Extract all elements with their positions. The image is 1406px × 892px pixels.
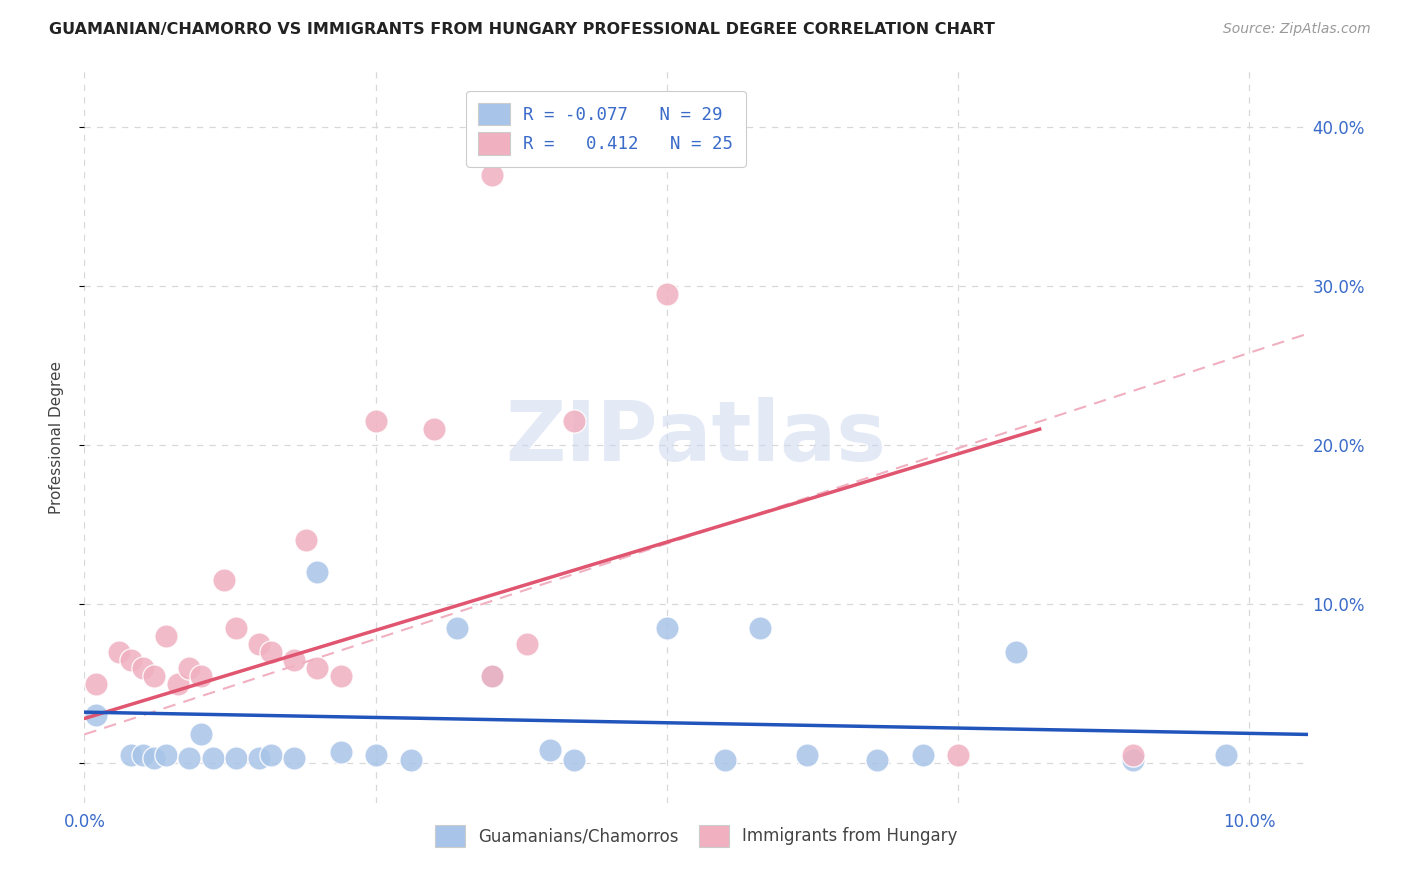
Point bbox=[946, 748, 969, 763]
Point bbox=[364, 414, 387, 428]
Point bbox=[260, 645, 283, 659]
Point bbox=[84, 676, 107, 690]
Point bbox=[283, 653, 305, 667]
Point bbox=[399, 753, 422, 767]
Point bbox=[190, 727, 212, 741]
Point bbox=[166, 676, 188, 690]
Point bbox=[225, 751, 247, 765]
Point bbox=[120, 748, 142, 763]
Text: Source: ZipAtlas.com: Source: ZipAtlas.com bbox=[1223, 22, 1371, 37]
Point bbox=[283, 751, 305, 765]
Point bbox=[562, 414, 585, 428]
Point bbox=[1005, 645, 1028, 659]
Point bbox=[912, 748, 935, 763]
Point bbox=[131, 660, 153, 674]
Point bbox=[329, 745, 352, 759]
Point bbox=[714, 753, 737, 767]
Point bbox=[131, 748, 153, 763]
Text: ZIPatlas: ZIPatlas bbox=[506, 397, 886, 477]
Point bbox=[749, 621, 772, 635]
Point bbox=[329, 668, 352, 682]
Point bbox=[247, 751, 270, 765]
Point bbox=[481, 668, 503, 682]
Point bbox=[655, 621, 678, 635]
Point bbox=[423, 422, 446, 436]
Point bbox=[108, 645, 131, 659]
Point bbox=[179, 751, 201, 765]
Point bbox=[155, 629, 177, 643]
Point bbox=[143, 751, 166, 765]
Point bbox=[120, 653, 142, 667]
Point bbox=[516, 637, 538, 651]
Point bbox=[1122, 753, 1144, 767]
Point bbox=[1122, 748, 1144, 763]
Point bbox=[225, 621, 247, 635]
Point bbox=[190, 668, 212, 682]
Point bbox=[865, 753, 887, 767]
Legend: Guamanians/Chamorros, Immigrants from Hungary: Guamanians/Chamorros, Immigrants from Hu… bbox=[425, 815, 967, 856]
Point bbox=[201, 751, 224, 765]
Point bbox=[84, 708, 107, 723]
Point bbox=[655, 287, 678, 301]
Text: GUAMANIAN/CHAMORRO VS IMMIGRANTS FROM HUNGARY PROFESSIONAL DEGREE CORRELATION CH: GUAMANIAN/CHAMORRO VS IMMIGRANTS FROM HU… bbox=[49, 22, 995, 37]
Point bbox=[562, 753, 585, 767]
Point bbox=[294, 533, 316, 548]
Point bbox=[538, 743, 561, 757]
Y-axis label: Professional Degree: Professional Degree bbox=[49, 360, 63, 514]
Point bbox=[247, 637, 270, 651]
Point bbox=[481, 168, 503, 182]
Point bbox=[307, 566, 329, 580]
Point bbox=[364, 748, 387, 763]
Point bbox=[179, 660, 201, 674]
Point bbox=[1215, 748, 1237, 763]
Point bbox=[260, 748, 283, 763]
Point bbox=[307, 660, 329, 674]
Point bbox=[796, 748, 818, 763]
Point bbox=[143, 668, 166, 682]
Point bbox=[212, 573, 235, 587]
Point bbox=[446, 621, 468, 635]
Point bbox=[155, 748, 177, 763]
Point bbox=[481, 668, 503, 682]
